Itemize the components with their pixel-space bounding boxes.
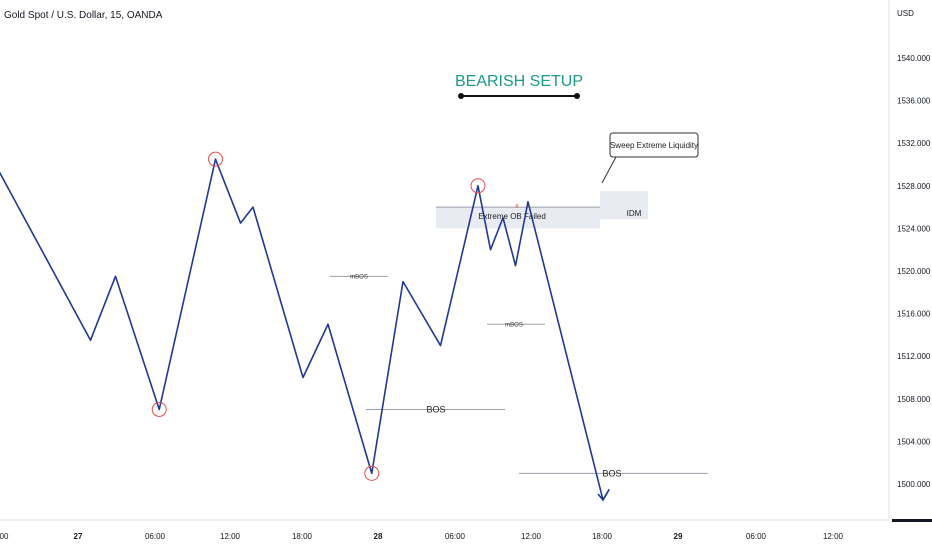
time-tick-4: 18:00 — [292, 532, 313, 541]
price-tick-2: 1532.000 — [897, 139, 931, 148]
price-tick-6: 1516.000 — [897, 310, 931, 319]
price-tick-5: 1520.000 — [897, 267, 931, 276]
extreme-ob-label: Extreme OB Failed — [478, 212, 546, 221]
price-tick-4: 1524.000 — [897, 224, 931, 233]
bos-label-1: BOS — [426, 404, 445, 414]
down-arrow-icon — [597, 492, 608, 502]
time-ticks: 00 27 06:00 12:00 18:00 28 06:00 12:00 18:00 29 06… — [0, 532, 844, 541]
sweep-callout: Sweep Extreme Liquidity — [601, 132, 699, 184]
idm-label: IDM — [627, 209, 642, 218]
price-ticks: 1540.000 1536.000 1532.000 1528.000 1524.000… — [897, 54, 931, 489]
mbos-label-1: mBOS — [350, 274, 368, 280]
scroll-marker — [892, 519, 932, 522]
swing-circle-2 — [364, 465, 380, 481]
swing-circle-0 — [151, 401, 167, 417]
sweep-zone — [600, 191, 648, 220]
time-tick-7: 12:00 — [521, 532, 542, 541]
price-tick-1: 1536.000 — [897, 97, 931, 106]
price-tick-10: 1500.000 — [897, 480, 931, 489]
time-tick-10: 06:00 — [746, 532, 767, 541]
currency-label: USD — [897, 9, 914, 18]
price-path — [0, 158, 610, 501]
swing-circle-3 — [470, 178, 486, 194]
time-tick-0: 00 — [0, 532, 9, 541]
price-tick-9: 1504.000 — [897, 437, 931, 446]
time-tick-1: 27 — [74, 532, 83, 541]
time-tick-3: 12:00 — [220, 532, 241, 541]
ob-cross-icon: x — [515, 203, 519, 210]
price-tick-8: 1508.000 — [897, 395, 931, 404]
price-tick-3: 1528.000 — [897, 182, 931, 191]
extreme-ob-zone — [436, 207, 600, 229]
time-tick-11: 12:00 — [823, 532, 844, 541]
callout-text: Sweep Extreme Liquidity — [610, 141, 698, 150]
swing-markers — [151, 151, 486, 481]
price-tick-0: 1540.000 — [897, 54, 931, 63]
time-tick-5: 28 — [374, 532, 383, 541]
setup-title: BEARISH SETUP — [455, 73, 583, 90]
time-tick-9: 29 — [674, 532, 683, 541]
time-tick-8: 18:00 — [592, 532, 613, 541]
title-underline — [458, 93, 580, 99]
symbol-title: Gold Spot / U.S. Dollar, 15, OANDA — [4, 10, 163, 21]
time-tick-6: 06:00 — [445, 532, 466, 541]
swing-circle-1 — [208, 151, 223, 167]
price-tick-7: 1512.000 — [897, 352, 931, 361]
mbos-label-2: mBOS — [505, 322, 523, 328]
bos-label-2: BOS — [602, 468, 621, 478]
time-tick-2: 06:00 — [145, 532, 166, 541]
